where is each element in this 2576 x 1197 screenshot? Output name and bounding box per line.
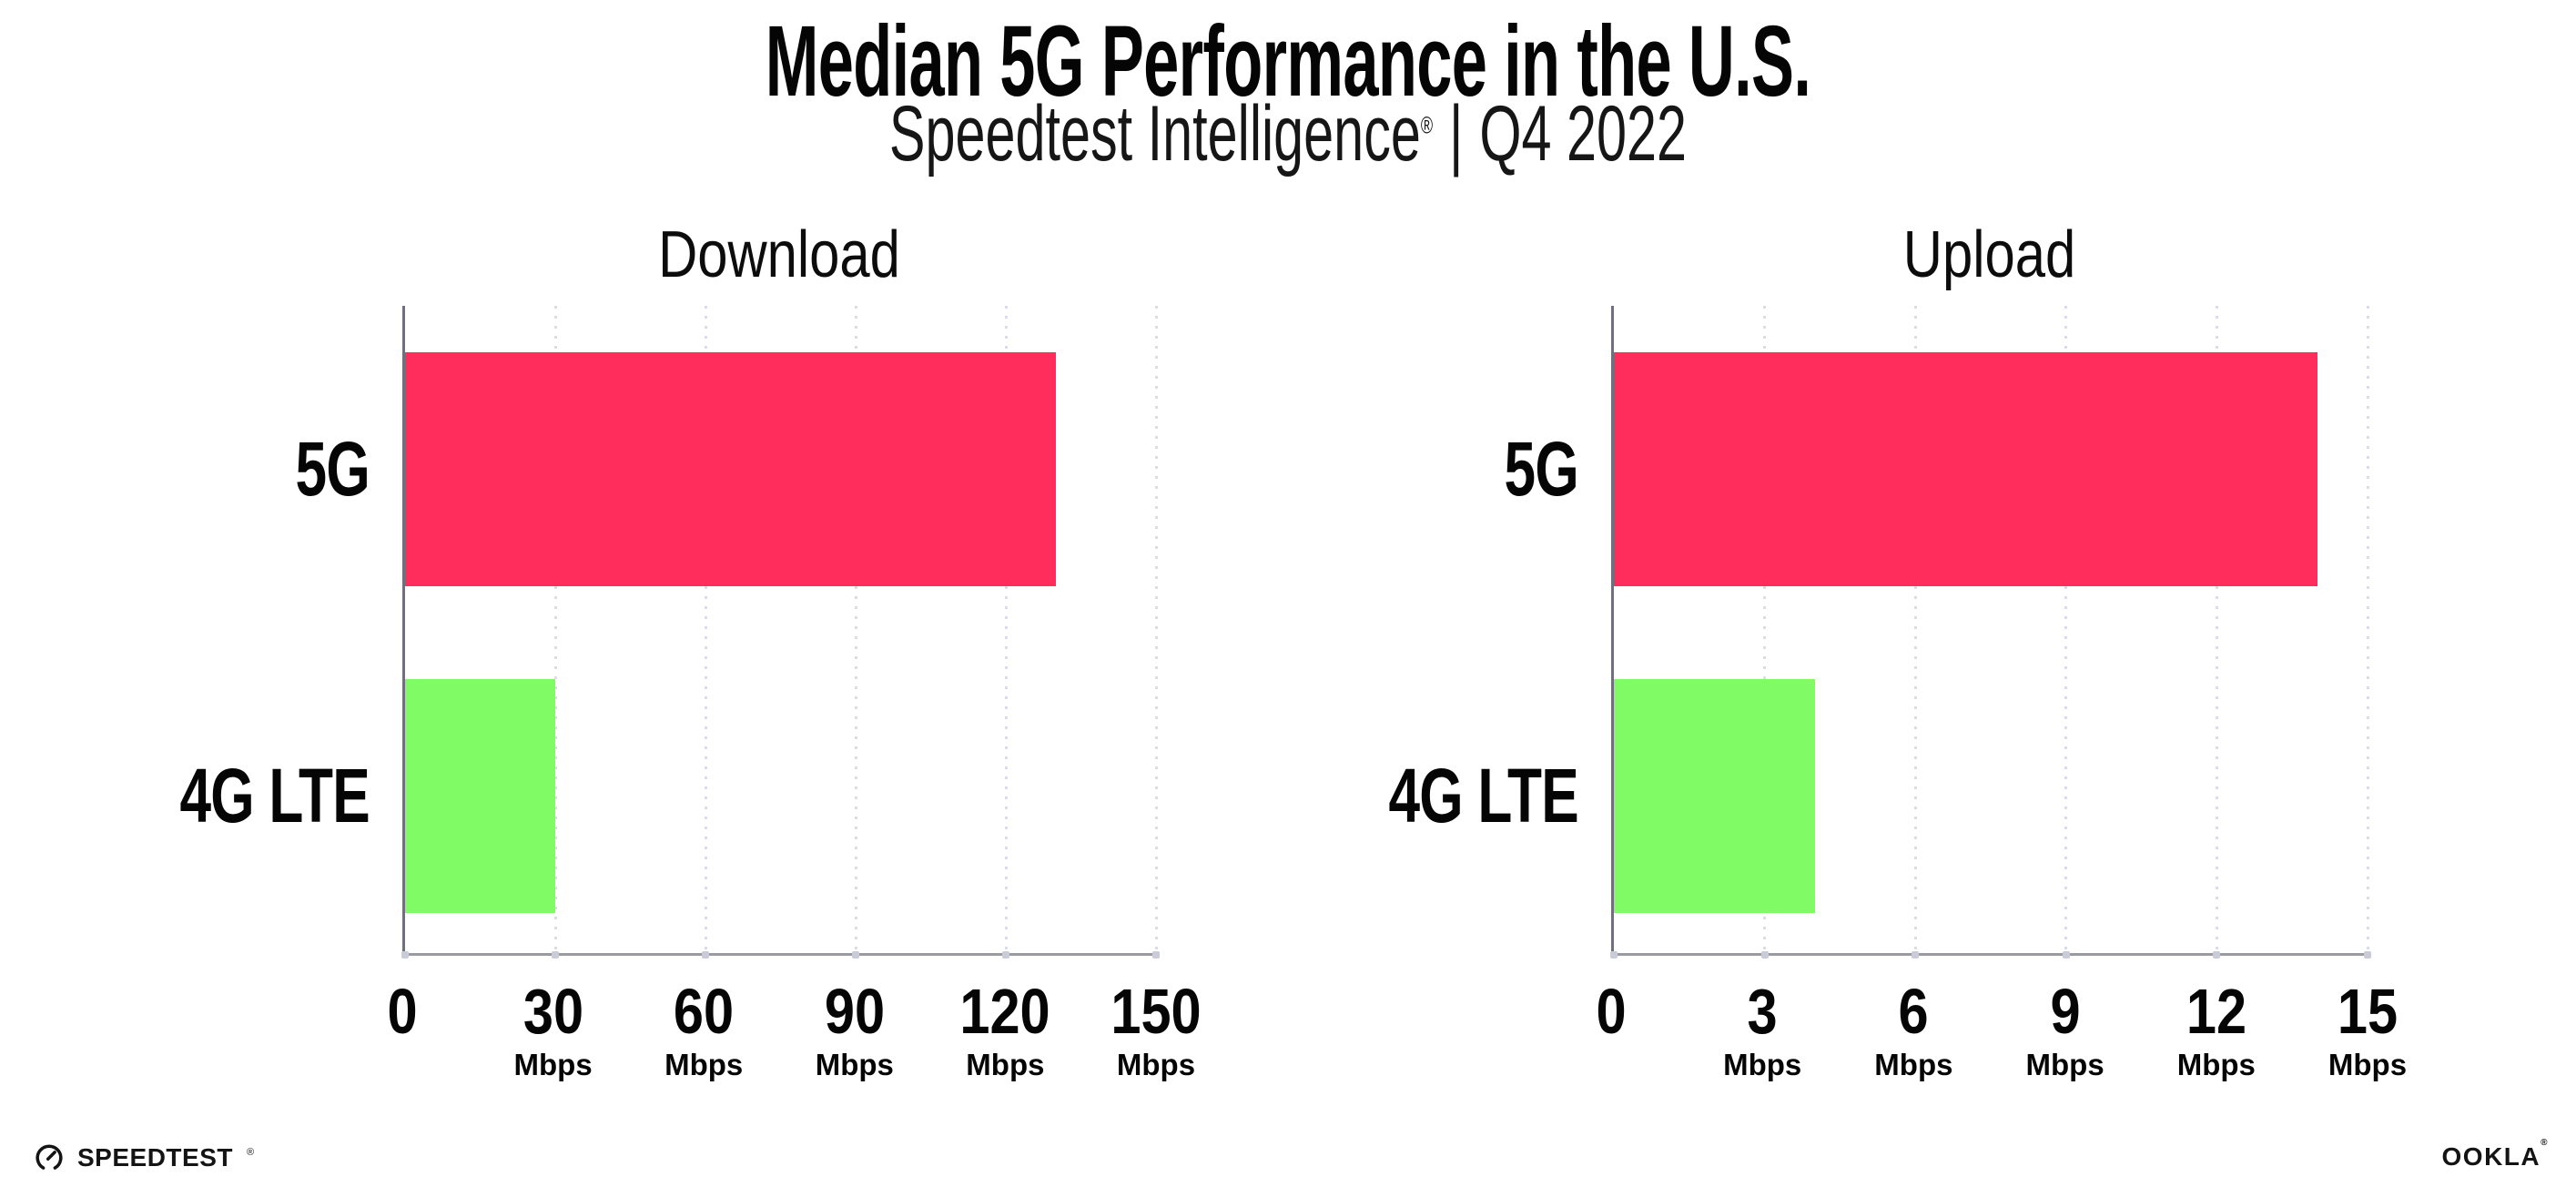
download-chart-title: Download — [658, 218, 900, 291]
x-tick-value: 6 — [1898, 976, 1929, 1047]
speedtest-wordmark: SPEEDTEST — [77, 1143, 233, 1172]
gridline-150 — [1154, 306, 1158, 953]
axis-tick-dot-120 — [1002, 950, 1009, 959]
x-tick-value: 3 — [1747, 976, 1778, 1047]
x-tick-value: 12 — [2186, 976, 2246, 1047]
x-tick-9: 9 Mbps — [2026, 979, 2104, 1080]
page-title: Median 5G Performance in the U.S. — [765, 5, 1811, 117]
axis-tick-dot-15 — [2364, 950, 2371, 959]
registered-mark: ® — [1420, 111, 1434, 139]
download-chart: Download 5G 4G LTE 0 30 Mbps 60 Mbps 90 Mbps 120… — [179, 222, 1201, 1080]
x-tick-6: 6 Mbps — [1874, 979, 1952, 1080]
axis-tick-dot-0 — [401, 950, 409, 959]
category-label-5g: 5G — [295, 426, 370, 512]
x-tick-0: 0 — [385, 979, 421, 1043]
page-subtitle: Speedtest Intelligence® | Q4 2022 — [400, 95, 2177, 173]
x-tick-90: 90 Mbps — [816, 979, 894, 1080]
axis-tick-dot-60 — [702, 950, 709, 959]
registered-mark: ® — [2541, 1138, 2549, 1148]
gridline-9 — [2064, 306, 2068, 953]
axis-tick-dot-12 — [2213, 950, 2221, 959]
x-tick-unit: Mbps — [1116, 1048, 1196, 1081]
axis-tick-dot-6 — [1912, 950, 1920, 959]
axis-tick-dot-30 — [552, 950, 559, 959]
upload-chart-title: Upload — [1902, 218, 2076, 291]
subtitle-period: Q4 2022 — [1479, 90, 1688, 178]
x-tick-3: 3 Mbps — [1723, 979, 1801, 1080]
axis-tick-dot-9 — [2062, 950, 2070, 959]
x-tick-unit: Mbps — [2176, 1048, 2256, 1081]
gridline-12 — [2215, 306, 2218, 953]
ookla-wordmark: OOKLA — [2441, 1142, 2541, 1171]
x-tick-unit: Mbps — [664, 1048, 744, 1081]
gridline-15 — [2366, 306, 2369, 953]
ookla-logo: OOKLA® — [2441, 1139, 2549, 1171]
x-tick-unit: Mbps — [1874, 1048, 1953, 1081]
bar-4g-lte-download — [405, 679, 555, 913]
x-tick-value: 60 — [674, 976, 735, 1047]
axis-tick-dot-150 — [1152, 950, 1160, 959]
x-tick-value: 90 — [824, 976, 885, 1047]
bar-4g-lte-upload — [1614, 679, 1815, 913]
category-label-5g: 5G — [1504, 426, 1579, 512]
category-label-4g-lte: 4G LTE — [179, 753, 370, 838]
x-tick-120: 120 Mbps — [952, 979, 1059, 1080]
x-tick-150: 150 Mbps — [1103, 979, 1210, 1080]
axis-tick-dot-0 — [1610, 950, 1618, 959]
x-tick-unit: Mbps — [2025, 1048, 2104, 1081]
speedtest-logo: SPEEDTEST ® — [35, 1143, 254, 1172]
bar-5g-download — [405, 352, 1056, 586]
x-tick-value: 9 — [2050, 976, 2081, 1047]
gridline-3 — [1763, 306, 1767, 953]
x-tick-30: 30 Mbps — [514, 979, 593, 1080]
x-tick-value: 120 — [959, 976, 1051, 1047]
upload-x-axis: 0 3 Mbps 6 Mbps 9 Mbps 12 Mbps 15 Mbps — [1596, 956, 2407, 1120]
subtitle-brand: Speedtest Intelligence — [888, 90, 1421, 178]
gridline-120 — [1004, 306, 1008, 953]
registered-mark: ® — [246, 1147, 255, 1158]
x-tick-value: 30 — [522, 976, 583, 1047]
axis-tick-dot-3 — [1760, 950, 1769, 959]
x-tick-value: 15 — [2337, 976, 2399, 1047]
x-tick-0: 0 — [1594, 979, 1629, 1043]
x-tick-60: 60 Mbps — [664, 979, 743, 1080]
axis-tick-dot-90 — [852, 950, 859, 959]
x-tick-12: 12 Mbps — [2177, 979, 2256, 1080]
speedtest-gauge-icon — [35, 1144, 63, 1170]
gridline-6 — [1913, 306, 1917, 953]
download-x-axis: 0 30 Mbps 60 Mbps 90 Mbps 120 Mbps 150 Mbps — [387, 956, 1201, 1120]
bar-5g-upload — [1614, 352, 2317, 586]
x-tick-value: 150 — [1111, 976, 1202, 1047]
x-tick-unit: Mbps — [513, 1048, 593, 1081]
upload-plot-area — [1610, 306, 2371, 959]
upload-chart: Upload 5G 4G LTE 0 3 Mbps 6 Mbps 9 Mbps 12 Mbps 15… — [1388, 222, 2407, 1080]
download-plot-area — [401, 306, 1160, 959]
x-tick-15: 15 Mbps — [2328, 979, 2407, 1080]
gridline-90 — [854, 306, 857, 953]
gridline-30 — [553, 306, 557, 953]
x-tick-value: 0 — [1596, 976, 1627, 1047]
x-tick-unit: Mbps — [1723, 1048, 1802, 1081]
x-tick-unit: Mbps — [966, 1048, 1045, 1081]
x-tick-value: 0 — [387, 976, 418, 1047]
subtitle-divider: | — [1449, 90, 1464, 178]
category-label-4g-lte: 4G LTE — [1388, 753, 1578, 838]
x-tick-unit: Mbps — [2328, 1048, 2408, 1081]
x-tick-unit: Mbps — [815, 1048, 894, 1081]
gridline-60 — [704, 306, 707, 953]
